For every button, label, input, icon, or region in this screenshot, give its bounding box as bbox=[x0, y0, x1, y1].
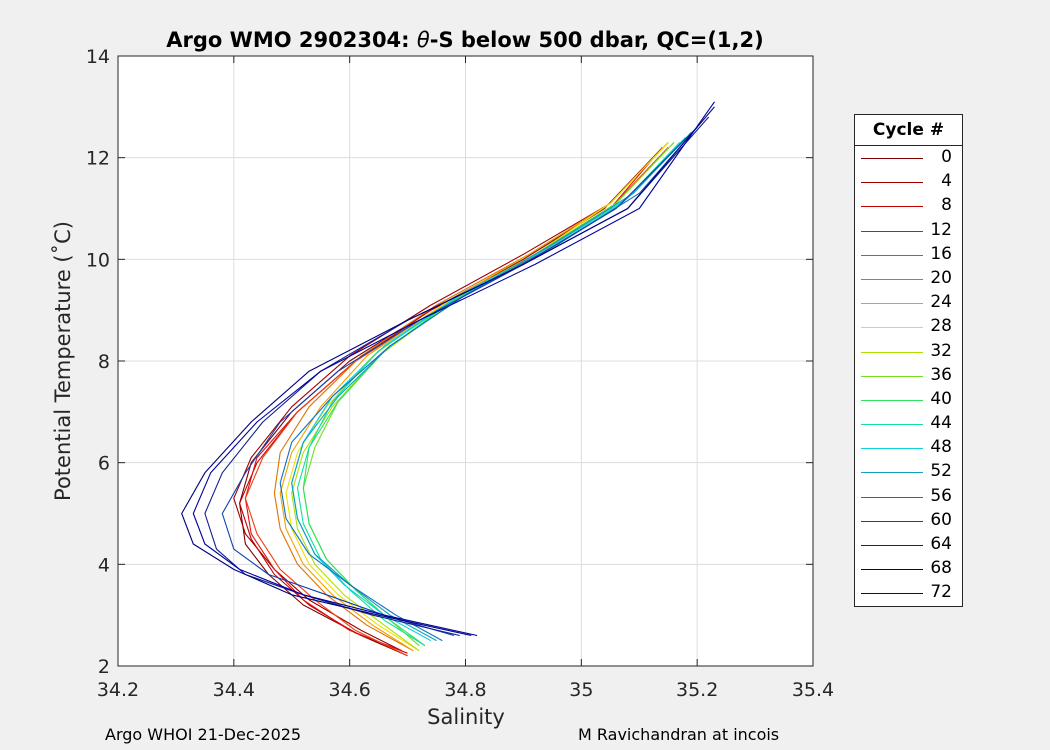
legend-swatch bbox=[861, 593, 923, 595]
legend-swatch bbox=[861, 472, 923, 474]
legend-entry: 52 bbox=[855, 460, 962, 484]
x-tick-label: 35.4 bbox=[792, 679, 834, 701]
y-tick-label: 4 bbox=[98, 554, 110, 576]
legend-label: 48 bbox=[930, 437, 952, 458]
legend-swatch bbox=[861, 206, 923, 208]
legend-swatch bbox=[861, 399, 923, 401]
series-line-cycle-24 bbox=[279, 142, 669, 652]
legend-swatch bbox=[861, 520, 923, 522]
x-tick-label: 34.6 bbox=[329, 679, 371, 701]
x-axis-label: Salinity bbox=[427, 705, 505, 729]
y-tick-label: 10 bbox=[86, 249, 110, 271]
legend-swatch bbox=[861, 230, 923, 232]
y-tick-label: 12 bbox=[86, 148, 110, 170]
legend-entry: 40 bbox=[855, 388, 962, 412]
y-tick-label: 14 bbox=[86, 46, 110, 68]
legend-entry: 72 bbox=[855, 581, 962, 605]
legend-label: 44 bbox=[930, 413, 952, 434]
legend-swatch bbox=[861, 158, 923, 159]
series-line-cycle-68 bbox=[181, 106, 715, 637]
legend-label: 52 bbox=[930, 461, 952, 482]
legend-entry: 60 bbox=[855, 509, 962, 533]
x-tick-label: 35.2 bbox=[676, 679, 718, 701]
legend-entry: 28 bbox=[855, 315, 962, 339]
legend-label: 64 bbox=[930, 534, 952, 554]
legend-entry: 32 bbox=[855, 340, 962, 364]
legend-entry: 24 bbox=[855, 291, 962, 315]
legend-swatch bbox=[861, 182, 923, 184]
legend-entry: 36 bbox=[855, 364, 962, 388]
y-tick-label: 2 bbox=[98, 656, 110, 678]
legend-label: 36 bbox=[930, 364, 952, 385]
legend-label: 72 bbox=[930, 582, 952, 603]
legend-entry: 12 bbox=[855, 219, 962, 243]
legend-label: 68 bbox=[930, 558, 952, 579]
x-tick-label: 34.8 bbox=[444, 679, 486, 701]
legend-label: 24 bbox=[930, 292, 952, 313]
y-axis-label: Potential Temperature (˚C) bbox=[51, 221, 75, 501]
legend-entry: 8 bbox=[855, 194, 962, 218]
legend-label: 16 bbox=[930, 243, 952, 264]
legend-swatch bbox=[861, 351, 923, 353]
legend-entry: 20 bbox=[855, 267, 962, 291]
y-tick-label: 6 bbox=[98, 453, 110, 475]
legend-swatch bbox=[861, 424, 923, 426]
legend-swatch bbox=[861, 278, 923, 280]
legend-label: 40 bbox=[930, 388, 952, 409]
legend-entry: 56 bbox=[855, 485, 962, 509]
legend-swatch bbox=[861, 303, 923, 305]
legend-label: 4 bbox=[941, 171, 952, 192]
legend-label: 8 bbox=[941, 195, 952, 216]
legend-entry: 16 bbox=[855, 243, 962, 267]
footer-right: M Ravichandran at incois bbox=[578, 725, 780, 744]
legend-entry: 68 bbox=[855, 557, 962, 581]
series-line-cycle-72 bbox=[192, 101, 715, 637]
legend-label: 0 bbox=[941, 147, 952, 167]
chart-title: Argo WMO 2902304: θ-S below 500 dbar, QC… bbox=[166, 28, 763, 52]
legend-label: 56 bbox=[930, 485, 952, 506]
legend-swatch bbox=[861, 569, 923, 571]
series-group bbox=[181, 101, 715, 657]
y-tick-label: 8 bbox=[98, 351, 110, 373]
x-tick-label: 35 bbox=[569, 679, 593, 701]
x-tick-label: 34.4 bbox=[213, 679, 255, 701]
legend-swatch bbox=[861, 496, 923, 498]
legend-label: 28 bbox=[930, 316, 952, 337]
legend-label: 12 bbox=[930, 219, 952, 240]
series-line-cycle-4 bbox=[233, 142, 669, 652]
legend-entry: 64 bbox=[855, 533, 962, 557]
series-line-cycle-0 bbox=[239, 147, 663, 657]
legend-entry: 4 bbox=[855, 170, 962, 194]
legend-entry: 0 bbox=[855, 146, 962, 170]
legend: Cycle # 0 4 8 12 16 20 24 28 32 36 40 44 48 52 56 60 64 6… bbox=[854, 114, 963, 607]
legend-label: 60 bbox=[930, 509, 952, 530]
legend-entry: 44 bbox=[855, 412, 962, 436]
legend-swatch bbox=[861, 327, 923, 329]
legend-swatch bbox=[861, 545, 923, 546]
x-tick-label: 34.2 bbox=[97, 679, 139, 701]
ticks: 34.2 34.4 34.6 34.8 35 35.2 35.4 2 4 6 8 10 12 14 bbox=[86, 46, 834, 701]
legend-entry: 48 bbox=[855, 436, 962, 460]
legend-label: 32 bbox=[930, 340, 952, 361]
legend-title: Cycle # bbox=[855, 115, 962, 146]
legend-swatch bbox=[861, 448, 923, 450]
series-line-cycle-56 bbox=[279, 126, 698, 642]
legend-swatch bbox=[861, 375, 923, 377]
legend-label: 20 bbox=[930, 267, 952, 288]
footer-left: Argo WHOI 21-Dec-2025 bbox=[105, 725, 302, 744]
legend-swatch bbox=[861, 254, 923, 256]
